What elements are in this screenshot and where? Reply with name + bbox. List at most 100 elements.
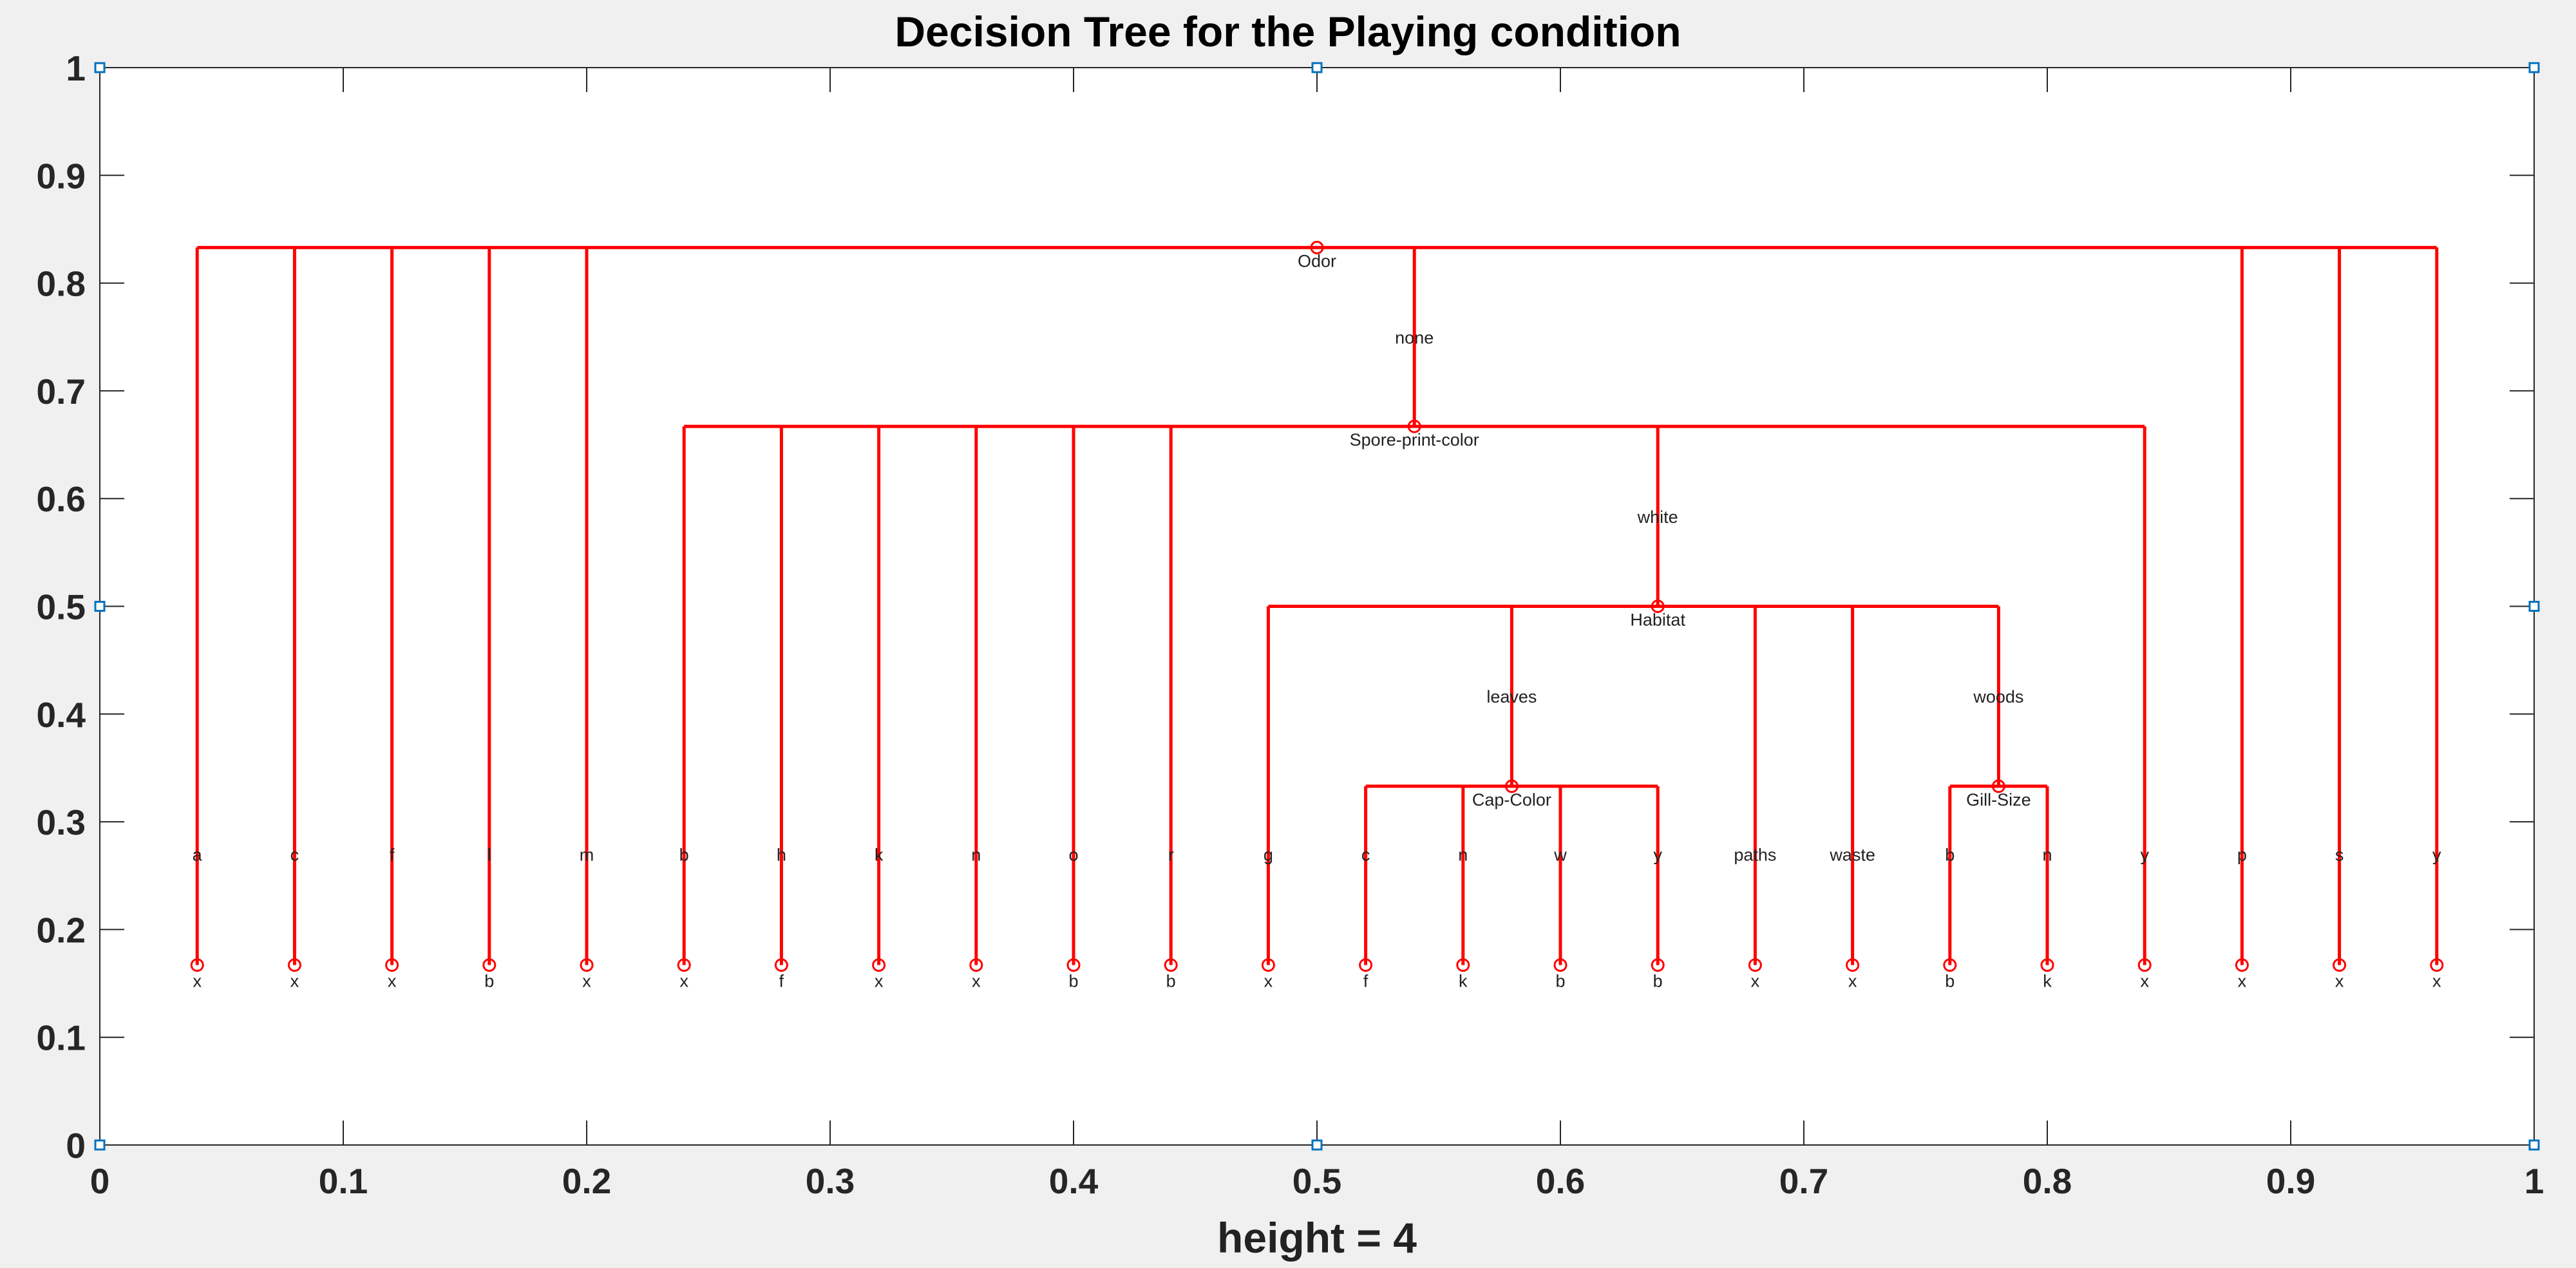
branch-label: w — [1553, 845, 1567, 864]
leaf-node-marker — [1748, 958, 1762, 972]
y-tick-label: 0.9 — [37, 156, 86, 196]
resize-handle[interactable] — [1311, 62, 1323, 73]
node-marker-gill — [1991, 779, 2005, 793]
x-tick-label: 0.7 — [1779, 1161, 1828, 1201]
chart-title: Decision Tree for the Playing condition — [895, 8, 1681, 55]
axes-frame: 0 0.1 0.2 0.3 0.4 0.5 0.6 0.7 0.8 0.9 1 0 0.1 0.2 0.3 0… — [37, 48, 2544, 1201]
x-tick-label: 0.1 — [319, 1161, 368, 1201]
y-tick-label: 0.2 — [37, 910, 86, 950]
branch-label: b — [1945, 845, 1955, 864]
resize-handle[interactable] — [94, 1139, 106, 1151]
node-label-odor: Odor — [1298, 251, 1336, 270]
tree: a x c x f x l b m x none p x s x y x b x h f k x n x o b r b white y x g… — [190, 240, 2444, 991]
x-tick-label: 1 — [2524, 1161, 2544, 1201]
node-marker-hab — [1651, 600, 1665, 613]
resize-handle[interactable] — [94, 62, 106, 73]
branch-label: g — [1264, 845, 1273, 864]
x-axis-label: height = 4 — [1217, 1214, 1417, 1262]
leaf-class-label: x — [582, 972, 591, 991]
leaf-class-label: x — [1751, 972, 1760, 991]
node-marker-cap — [1504, 779, 1519, 793]
y-tick-label: 0.8 — [37, 264, 86, 304]
leaf-node-marker — [2235, 958, 2249, 972]
branch-label: n — [971, 845, 981, 864]
branch-label: paths — [1734, 845, 1776, 864]
branch-label: m — [580, 845, 594, 864]
branch-label: y — [2140, 845, 2149, 864]
x-tick-label: 0.5 — [1293, 1161, 1341, 1201]
leaf-class-label: x — [2238, 972, 2247, 991]
leaf-class-label: b — [1068, 972, 1078, 991]
leaf-class-label: x — [2335, 972, 2344, 991]
branch-label: c — [290, 845, 299, 864]
node-marker-spc — [1407, 419, 1421, 433]
leaf-node-marker — [482, 958, 497, 972]
y-tick-label: 0.3 — [37, 802, 86, 842]
branch-label: n — [2042, 845, 2052, 864]
branch-label: h — [777, 845, 786, 864]
y-tick-label: 0.7 — [37, 372, 86, 412]
y-tick-label: 1 — [66, 48, 86, 88]
leaf-node-marker — [1359, 958, 1373, 972]
leaf-class-label: b — [1166, 972, 1176, 991]
leaf-node-marker — [1261, 958, 1275, 972]
branch-label: white — [1637, 507, 1678, 527]
x-tick-label: 0.2 — [562, 1161, 611, 1201]
leaf-node-marker — [2430, 958, 2444, 972]
leaf-node-marker — [1651, 958, 1665, 972]
branch-label: woods — [1973, 687, 2023, 706]
x-tick-label: 0.4 — [1049, 1161, 1099, 1201]
leaf-class-label: x — [1848, 972, 1857, 991]
branch-label: s — [2335, 845, 2344, 864]
branch-label: f — [390, 845, 395, 864]
leaf-class-label: x — [679, 972, 688, 991]
leaf-node-marker — [969, 958, 983, 972]
leaf-class-label: x — [193, 972, 202, 991]
branch-label: k — [875, 845, 884, 864]
leaf-class-label: b — [1653, 972, 1663, 991]
leaf-class-label: b — [484, 972, 494, 991]
x-tick-label: 0.9 — [2266, 1161, 2315, 1201]
branch-label: b — [679, 845, 689, 864]
y-tick-label: 0.6 — [37, 479, 86, 519]
leaf-class-label: x — [2140, 972, 2149, 991]
leaf-node-marker — [2333, 958, 2347, 972]
branch-label: p — [2237, 845, 2247, 864]
branch-label: c — [1361, 845, 1370, 864]
branch-label: y — [1653, 845, 1662, 864]
selection-handles[interactable] — [94, 62, 2540, 1151]
leaf-node-marker — [1943, 958, 1957, 972]
resize-handle[interactable] — [2528, 1139, 2540, 1151]
x-tick-label: 0 — [90, 1161, 110, 1201]
y-tick-label: 0.5 — [37, 587, 86, 627]
leaf-class-label: b — [1945, 972, 1955, 991]
leaf-class-label: x — [875, 972, 884, 991]
resize-handle[interactable] — [2528, 62, 2540, 73]
leaf-class-label: x — [388, 972, 397, 991]
branch-label: a — [193, 845, 203, 864]
y-tick-label: 0.4 — [37, 695, 86, 735]
resize-handle[interactable] — [1311, 1139, 1323, 1151]
node-label-gill: Gill-Size — [1966, 790, 2031, 809]
resize-handle[interactable] — [2528, 601, 2540, 612]
y-tick-label: 0.1 — [37, 1018, 86, 1058]
branch-label: leaves — [1486, 687, 1537, 706]
leaf-node-marker — [190, 958, 204, 972]
branch-label: y — [2432, 845, 2441, 864]
leaf-node-marker — [1846, 958, 1860, 972]
leaf-node-marker — [1164, 958, 1178, 972]
x-tick-label: 0.3 — [806, 1161, 855, 1201]
leaf-node-marker — [1456, 958, 1470, 972]
leaf-node-marker — [677, 958, 691, 972]
branch-label: waste — [1829, 845, 1875, 864]
leaf-class-label: x — [1264, 972, 1273, 991]
branch-label: none — [1395, 328, 1434, 347]
leaf-class-label: f — [1363, 972, 1368, 991]
x-tick-label: 0.8 — [2023, 1161, 2072, 1201]
y-tick-label: 0 — [66, 1126, 86, 1166]
leaf-node-marker — [872, 958, 886, 972]
leaf-node-marker — [1553, 958, 1567, 972]
resize-handle[interactable] — [94, 601, 106, 612]
branch-label: l — [488, 845, 491, 864]
